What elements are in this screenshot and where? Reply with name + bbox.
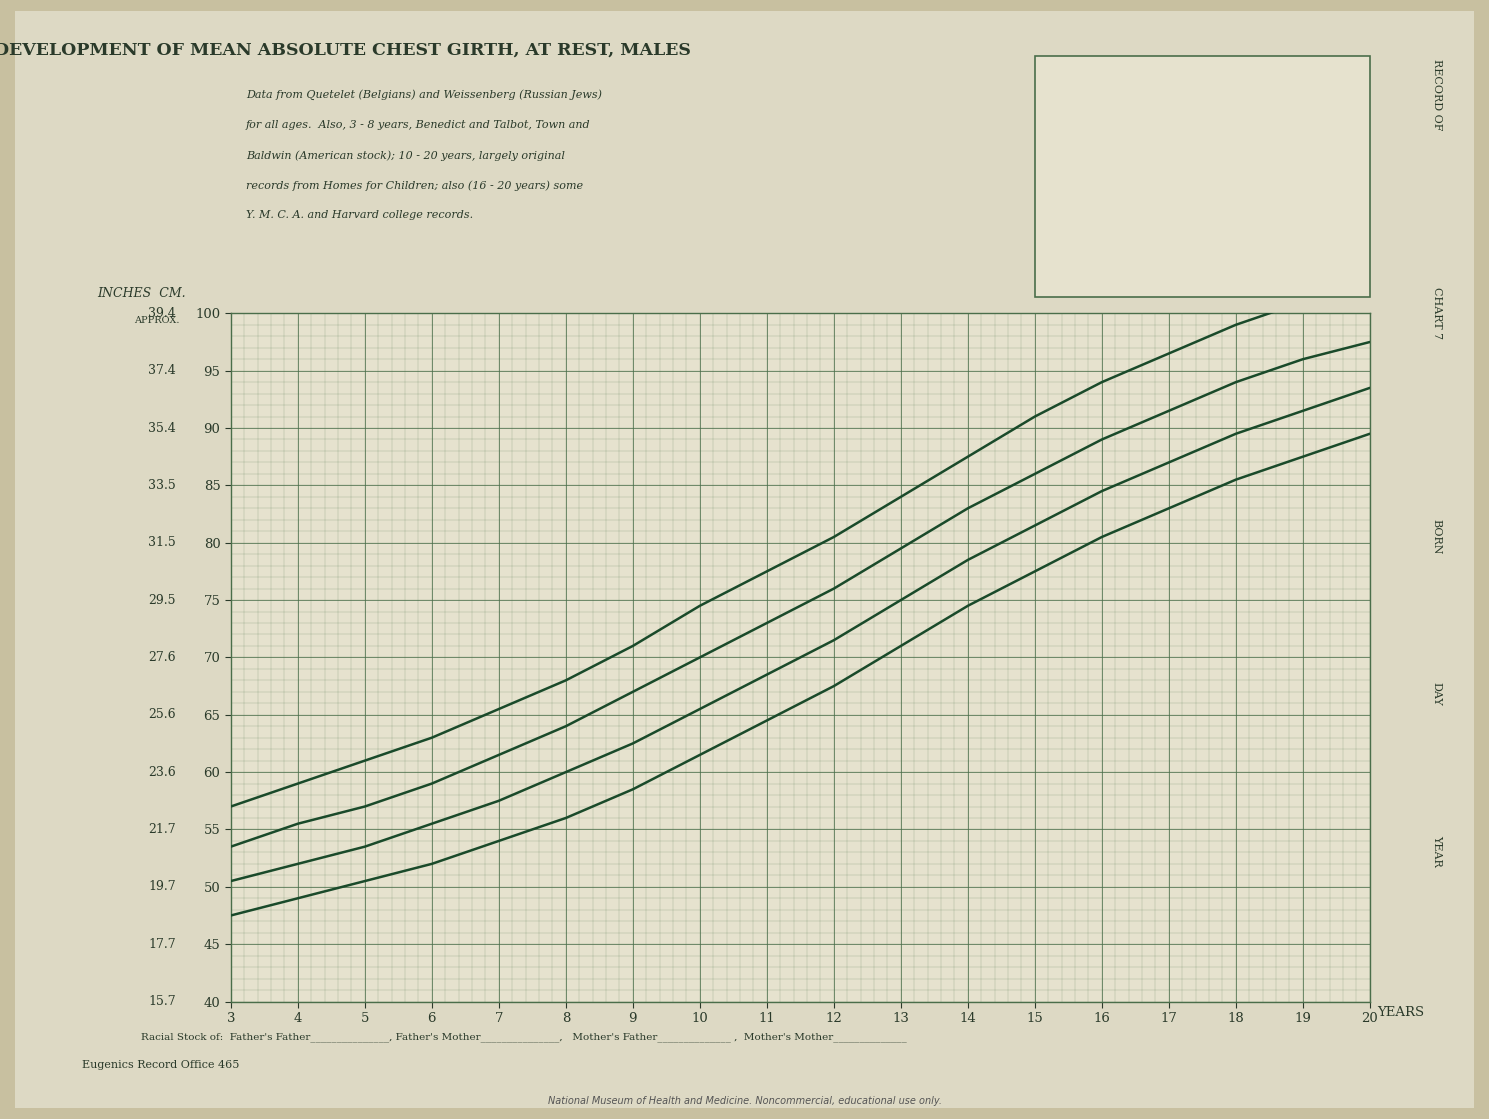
Text: INCHES  CM.: INCHES CM.: [97, 286, 186, 300]
Text: YEAR: YEAR: [1432, 835, 1441, 866]
Text: 37.4: 37.4: [147, 364, 176, 377]
Text: 23.6: 23.6: [147, 765, 176, 779]
Text: Racial Stock of:  Father's Father_______________, Father's Mother_______________: Racial Stock of: Father's Father________…: [141, 1033, 907, 1042]
Text: for all ages.  Also, 3 - 8 years, Benedict and Talbot, Town and: for all ages. Also, 3 - 8 years, Benedic…: [246, 120, 590, 130]
Text: DAY: DAY: [1432, 681, 1441, 706]
Text: 21.7: 21.7: [147, 822, 176, 836]
Text: 15.7: 15.7: [147, 995, 176, 1008]
Text: YEARS: YEARS: [1377, 1006, 1425, 1019]
Text: 33.5: 33.5: [147, 479, 176, 492]
Text: DEVELOPMENT OF MEAN ABSOLUTE CHEST GIRTH, AT REST, MALES: DEVELOPMENT OF MEAN ABSOLUTE CHEST GIRTH…: [0, 41, 691, 59]
Text: 39.4: 39.4: [147, 307, 176, 320]
Text: 17.7: 17.7: [147, 938, 176, 951]
Text: Baldwin (American stock); 10 - 20 years, largely original: Baldwin (American stock); 10 - 20 years,…: [246, 150, 564, 160]
Text: 25.6: 25.6: [147, 708, 176, 722]
Text: 31.5: 31.5: [147, 536, 176, 549]
Text: BORN: BORN: [1432, 519, 1441, 555]
Text: APPROX.: APPROX.: [134, 316, 179, 325]
Text: 27.6: 27.6: [147, 651, 176, 664]
Text: RECORD OF: RECORD OF: [1432, 59, 1441, 131]
Text: records from Homes for Children; also (16 - 20 years) some: records from Homes for Children; also (1…: [246, 180, 582, 190]
Text: National Museum of Health and Medicine. Noncommercial, educational use only.: National Museum of Health and Medicine. …: [548, 1096, 941, 1106]
Text: Y. M. C. A. and Harvard college records.: Y. M. C. A. and Harvard college records.: [246, 210, 474, 220]
Text: Data from Quetelet (Belgians) and Weissenberg (Russian Jews): Data from Quetelet (Belgians) and Weisse…: [246, 90, 602, 101]
Text: 35.4: 35.4: [147, 422, 176, 434]
Text: Eugenics Record Office 465: Eugenics Record Office 465: [82, 1061, 240, 1070]
Text: CHART 7: CHART 7: [1432, 288, 1441, 339]
Text: 19.7: 19.7: [147, 881, 176, 893]
Text: 29.5: 29.5: [149, 593, 176, 606]
